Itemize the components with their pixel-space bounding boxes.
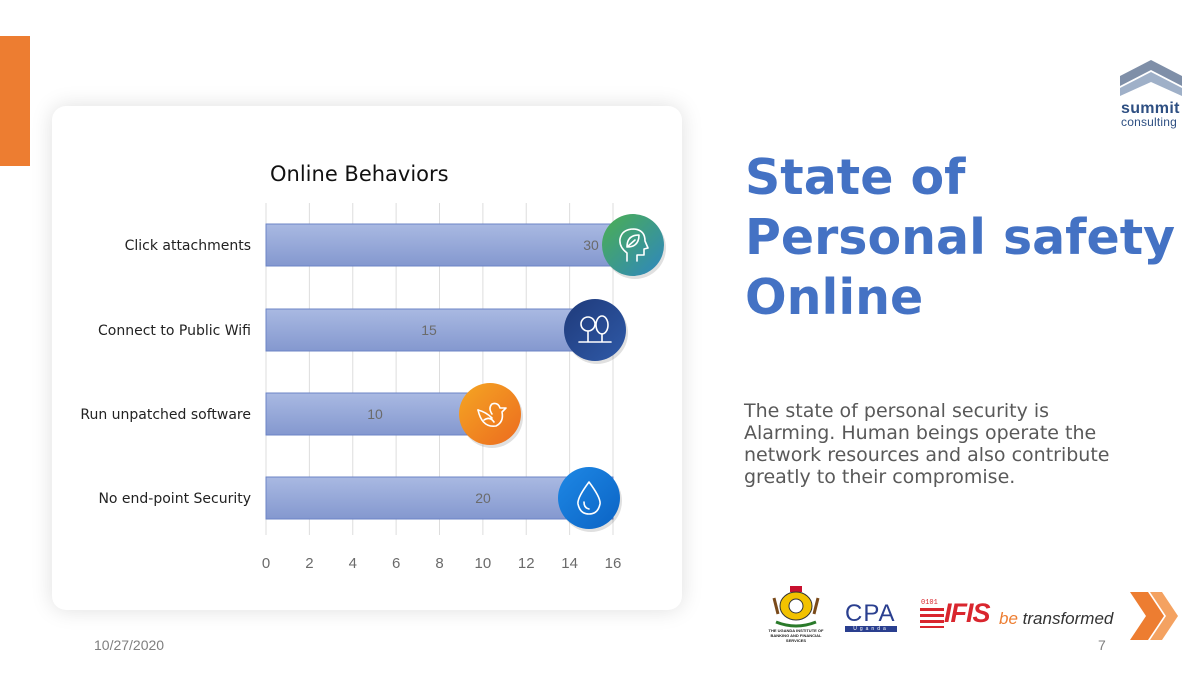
ifis-logo-text: IFIS <box>944 598 991 628</box>
bar <box>265 223 614 267</box>
accent-bar <box>0 36 30 166</box>
cpa-logo: CPA Uganda <box>845 600 897 632</box>
category-label: Run unpatched software <box>80 407 251 423</box>
x-tick-label: 0 <box>262 555 270 572</box>
x-tick-label: 16 <box>605 555 622 572</box>
uibfs-crest-icon <box>772 586 820 628</box>
category-label: Click attachments <box>125 238 251 254</box>
icon-circle <box>459 383 521 445</box>
footer-date: 10/27/2020 <box>94 637 165 653</box>
icon-glyph <box>577 481 601 515</box>
icon-circle <box>564 299 626 361</box>
x-tick-label: 14 <box>561 555 578 572</box>
summit-logo-icon <box>1120 60 1182 96</box>
tagline-transformed: transformed <box>1022 609 1114 628</box>
category-label: Connect to Public Wifi <box>98 323 251 339</box>
slide-body-text: The state of personal security is Alarmi… <box>744 400 1110 488</box>
x-tick-label: 8 <box>435 555 443 572</box>
x-tick-label: 2 <box>305 555 313 572</box>
cpa-logo-text: CPA <box>845 600 896 627</box>
slide-title-line: Online <box>745 269 924 326</box>
ifis-stripes-icon <box>920 608 944 628</box>
page-number: 7 <box>1098 637 1106 653</box>
uibfs-logo-text: THE UGANDA INSTITUTE OF BANKING AND FINA… <box>768 628 824 643</box>
data-label: 30 <box>583 237 599 253</box>
summit-logo-text: summit <box>1121 100 1180 117</box>
x-tick-label: 12 <box>518 555 535 572</box>
double-chevron-icon <box>1130 592 1178 640</box>
be-transformed-tagline: be transformed <box>999 609 1113 629</box>
icon-circle <box>558 467 620 529</box>
cpa-logo-subtext: Uganda <box>845 626 897 632</box>
icon-glyph <box>583 501 590 510</box>
x-tick-label: 10 <box>475 555 492 572</box>
ifis-binary-text: 0101 <box>921 599 938 607</box>
slide-title-line: Personal safety <box>745 209 1176 266</box>
head-leaf-icon <box>602 214 666 279</box>
trees-icon <box>564 299 628 364</box>
tagline-be: be <box>999 609 1018 628</box>
bar <box>265 308 581 352</box>
data-label: 15 <box>421 322 437 338</box>
data-label: 20 <box>475 490 491 506</box>
x-tick-label: 6 <box>392 555 400 572</box>
category-label: No end-point Security <box>98 491 251 507</box>
slide-title: State of Personal safety Online <box>745 148 1176 328</box>
icon-circle <box>602 214 664 276</box>
icon-glyph <box>619 228 649 262</box>
dove-icon <box>459 383 523 448</box>
bar <box>265 476 614 520</box>
icon-glyph <box>477 402 507 427</box>
summit-logo-subtext: consulting <box>1121 115 1178 129</box>
icon-glyph <box>626 234 640 248</box>
icon-glyph <box>578 330 612 343</box>
slide-title-line: State of <box>745 149 966 206</box>
chart-title: Online Behaviors <box>270 162 449 186</box>
water-drop-icon <box>558 467 622 532</box>
icon-glyph <box>477 409 495 423</box>
x-tick-label: 4 <box>349 555 357 572</box>
data-label: 10 <box>367 406 383 422</box>
